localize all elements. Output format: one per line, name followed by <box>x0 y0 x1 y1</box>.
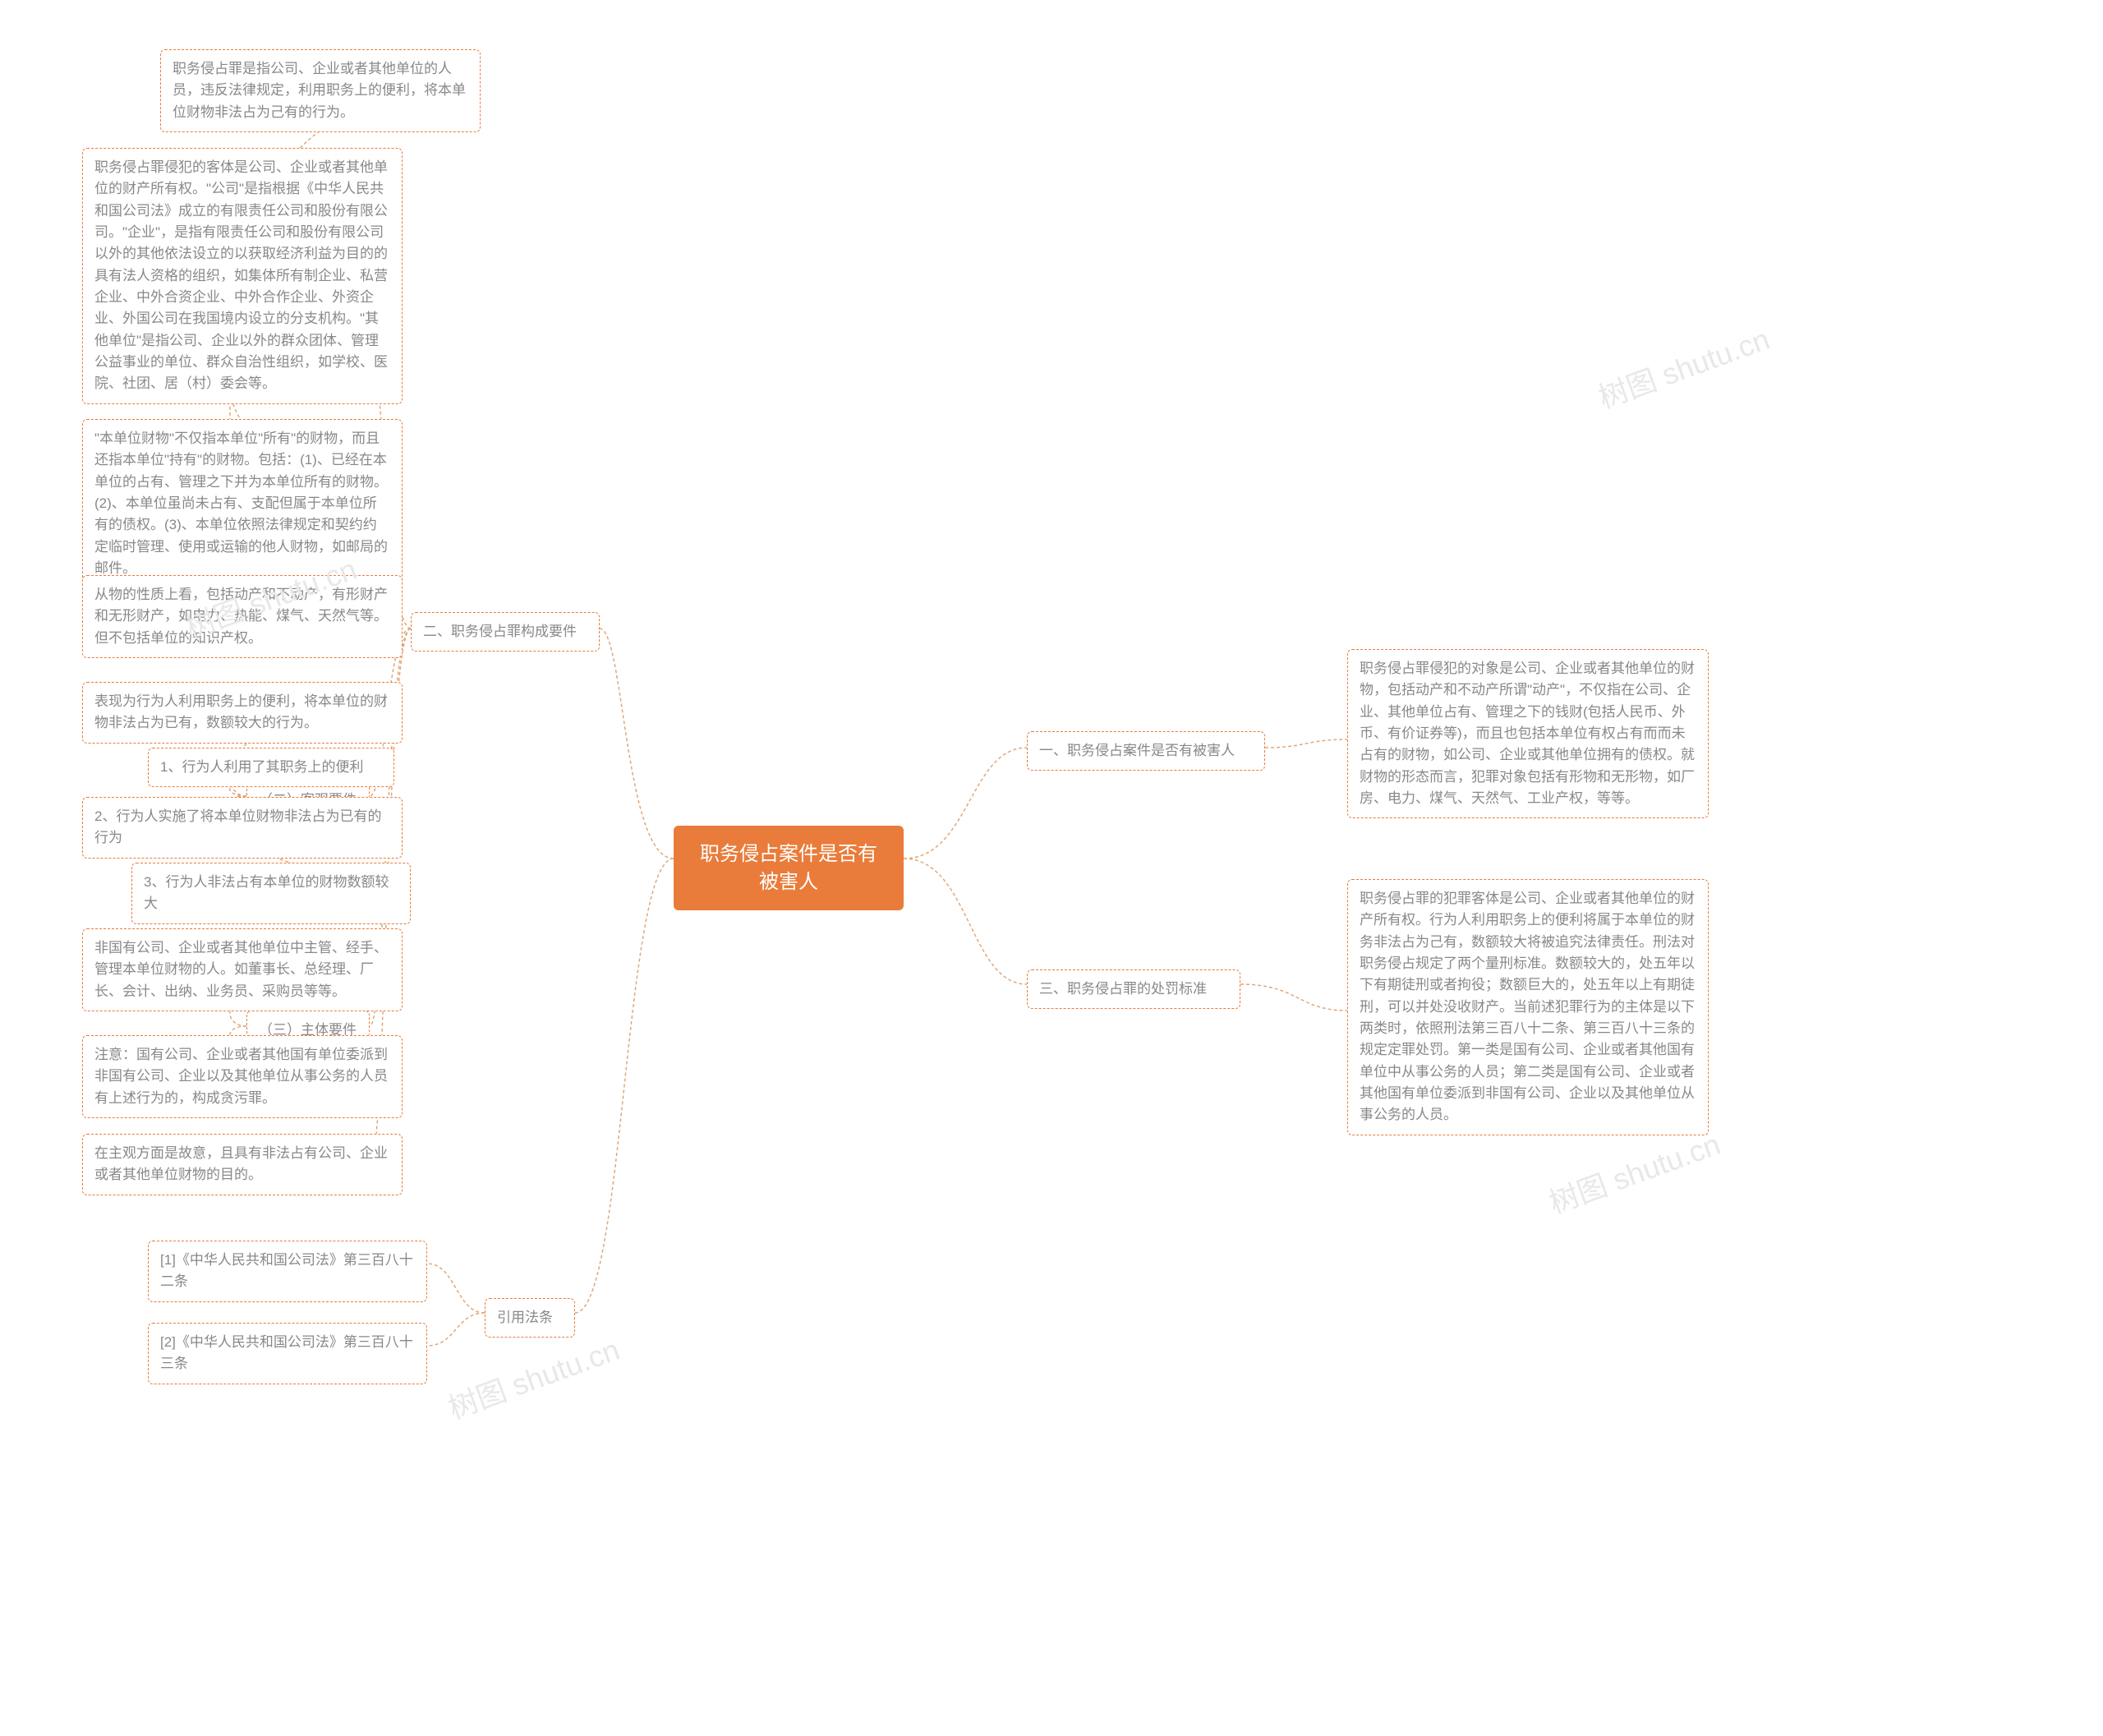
leaf-node: 注意：国有公司、企业或者其他国有单位委派到非国有公司、企业以及其他单位从事公务的… <box>82 1035 403 1118</box>
leaf-node: 非国有公司、企业或者其他单位中主管、经手、管理本单位财物的人。如董事长、总经理、… <box>82 928 403 1011</box>
root-node: 职务侵占案件是否有被害人 <box>674 826 904 910</box>
watermark: 树图 shutu.cn <box>1592 315 1775 417</box>
branch-node: 三、职务侵占罪的处罚标准 <box>1027 969 1240 1009</box>
leaf-node: 职务侵占罪侵犯的客体是公司、企业或者其他单位的财产所有权。"公司"是指根据《中华… <box>82 148 403 404</box>
leaf-node: 在主观方面是故意，且具有非法占有公司、企业或者其他单位财物的目的。 <box>82 1134 403 1195</box>
leaf-node: 职务侵占罪是指公司、企业或者其他单位的人员，违反法律规定，利用职务上的便利，将本… <box>160 49 481 132</box>
watermark: 树图 shutu.cn <box>442 1326 625 1427</box>
leaf-node: 2、行为人实施了将本单位财物非法占为已有的行为 <box>82 797 403 859</box>
leaf-node: 职务侵占罪的犯罪客体是公司、企业或者其他单位的财产所有权。行为人利用职务上的便利… <box>1347 879 1709 1135</box>
branch-node: 引用法条 <box>485 1298 575 1338</box>
leaf-node: [2]《中华人民共和国公司法》第三百八十三条 <box>148 1323 427 1384</box>
leaf-node: 职务侵占罪侵犯的对象是公司、企业或者其他单位的财物，包括动产和不动产所谓"动产"… <box>1347 649 1709 818</box>
watermark: 树图 shutu.cn <box>1543 1121 1726 1222</box>
leaf-node: 从物的性质上看，包括动产和不动产，有形财产和无形财产，如电力、热能、煤气、天然气… <box>82 575 403 658</box>
leaf-node: "本单位财物"不仅指本单位"所有"的财物，而且还指本单位"持有"的财物。包括：(… <box>82 419 403 588</box>
leaf-node: 3、行为人非法占有本单位的财物数额较大 <box>131 863 411 924</box>
leaf-node: 1、行为人利用了其职务上的便利 <box>148 748 394 787</box>
branch-node: 二、职务侵占罪构成要件 <box>411 612 600 652</box>
branch-node: 一、职务侵占案件是否有被害人 <box>1027 731 1265 771</box>
leaf-node: 表现为行为人利用职务上的便利，将本单位的财物非法占为已有，数额较大的行为。 <box>82 682 403 744</box>
leaf-node: [1]《中华人民共和国公司法》第三百八十二条 <box>148 1241 427 1302</box>
